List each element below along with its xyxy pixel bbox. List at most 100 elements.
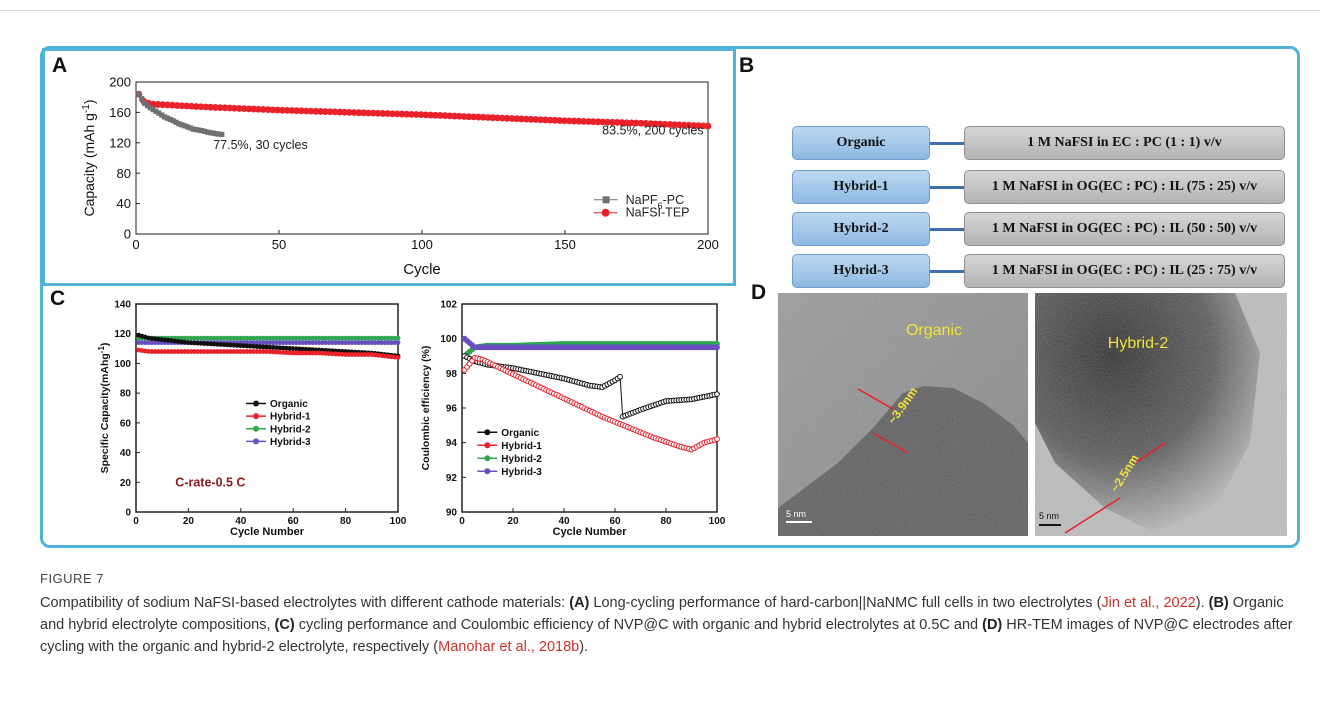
napf6-pc-point [176,121,182,127]
legend-marker [253,438,260,445]
series-3-point [300,340,306,346]
nafsi-tep-point [451,112,458,120]
series-2-point [375,335,381,341]
series-1-point [244,349,250,354]
series-3-point [366,340,371,346]
napf6-pc-point [153,108,159,114]
legend-label: Hybrid-2 [270,424,311,435]
series-2-point [280,335,286,341]
series-1-point [238,349,243,354]
nafsi-tep-point [379,110,387,117]
nafsi-tep-point [178,102,186,110]
citation-link-manohar[interactable]: Manohar et al., 2018b [438,639,580,655]
series-3-point [352,340,358,346]
series-3-point [356,340,362,346]
y-tick-label: 0 [125,508,131,519]
series-1-point [149,349,155,354]
panel-a-letter: A [52,54,68,77]
y-tick-label: 96 [446,404,458,415]
series-3-point [362,340,368,346]
series-3-point [392,340,398,346]
napf6-pc-point [193,127,199,133]
citation-link-jin[interactable]: Jin et al., 2022 [1101,595,1196,611]
legend-marker [484,442,491,449]
series-1-point [152,349,158,354]
nafsi-tep-point [360,109,368,117]
nafsi-tep-point [513,115,521,123]
nafsi-tep-point [264,106,272,114]
nafsi-tep-point [388,110,396,118]
y-tick-label: 0 [124,227,131,242]
series-1-point [165,349,171,354]
series-2-point [198,335,204,341]
nafsi-tep-point [183,102,191,110]
series-2-point [192,335,197,341]
series-1-point [362,352,368,357]
plot-frame [135,303,399,513]
series-1-point [346,352,352,357]
series-2-point [185,335,191,341]
legend-marker [253,413,260,420]
series-2-point [306,335,312,341]
thickness-arrow [872,432,909,454]
y-tick-label: 140 [114,300,131,311]
series-3-point [310,340,316,346]
series-3-point [375,340,381,346]
nafsi-tep-point [365,109,372,117]
nafsi-tep-point [408,110,415,118]
series-2-point [366,335,371,341]
series-3-point [136,340,142,346]
tem-texture-organic: Organic ~3.9nm 5 nm [778,293,1028,536]
series-1-point [303,350,309,356]
nafsi-tep-point [479,113,487,121]
panel-a-chart: 0 50 100 150 200 0 40 80 120 160 200 Capacity (mAh … [81,75,719,278]
series-2-point [205,335,210,341]
nafsi-tep-point [494,114,501,122]
nafsi-tep-point [637,119,645,127]
series-2-point [251,335,256,341]
series-2-point [356,335,362,341]
y-tick-label: 80 [120,389,132,400]
nafsi-tep-point [398,110,406,118]
napf6-pc-point [164,115,171,121]
caption-intro: Compatibility of sodium NaFSI-based elec… [40,595,570,611]
series-1-point [192,349,197,354]
series-3-point [293,340,299,346]
tem-label-hybrid-2: Hybrid-2 [1108,335,1169,352]
series-2-point [382,335,388,341]
series-2-point [188,335,194,341]
nafsi-tep-point [589,118,597,126]
electrolyte-name-box: Organic [792,126,930,160]
nafsi-tep-point [431,111,439,119]
nafsi-tep-point [374,109,382,117]
electrolyte-name-box: Hybrid-3 [792,254,930,288]
y-tick-label: 20 [120,478,132,489]
series-0-point [617,373,624,380]
c-rate-label: C-rate-0.5 C [175,476,245,490]
series-3-point [336,340,342,346]
nafsi-tep-point [192,103,200,110]
series-1-point [234,349,240,354]
series-3-point [382,340,388,346]
napf6-pc-point [199,128,205,134]
y-tick-label: 94 [446,438,458,449]
nafsi-tep-point [585,118,592,125]
legend-label: Hybrid-1 [501,441,542,452]
nafsi-tep-point [173,102,181,109]
y-tick-label: 92 [446,473,458,484]
series-2-point [224,335,230,341]
series-2-point [267,335,273,341]
x-tick-label: 200 [697,237,719,252]
nafsi-tep-point [503,114,511,122]
napf6-pc-point [162,114,168,120]
x-tick-label: 80 [340,516,352,527]
caption-text-c: cycling performance and Coulombic effici… [294,617,983,633]
series-3-point [359,340,365,346]
nafsi-tep-point [690,122,698,129]
series-3-point [379,340,384,346]
legend-marker [484,429,491,436]
series-2-point [362,335,368,341]
series-2-point [313,335,319,341]
legend-marker [484,468,491,475]
y-axis-label: Coulombic efficiency (%) [420,346,432,471]
